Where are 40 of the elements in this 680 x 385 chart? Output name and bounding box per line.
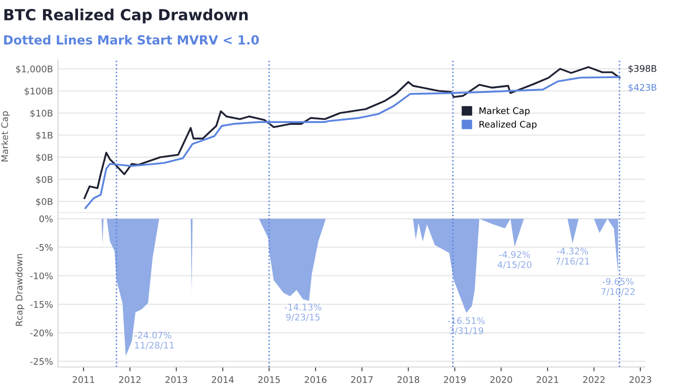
y-tick-label: $1B bbox=[36, 132, 52, 140]
x-tick-label: 2017 bbox=[351, 376, 373, 384]
y-tick-label: $1,000B bbox=[16, 65, 52, 74]
annotation: -9.65% 7/10/22 bbox=[601, 278, 635, 296]
annotation: $398B bbox=[628, 64, 656, 74]
x-tick-label: 2022 bbox=[583, 376, 605, 384]
legend-label: Market Cap bbox=[480, 107, 530, 116]
annotation: -14.13% 9/23/15 bbox=[284, 304, 322, 322]
annotation: -4.32% 7/16/21 bbox=[556, 248, 590, 266]
x-tick-label: 2020 bbox=[490, 376, 512, 384]
annotation: $423B bbox=[628, 84, 656, 92]
annotation: -16.51% 3/31/19 bbox=[448, 317, 485, 335]
x-tick-label: 2014 bbox=[212, 376, 234, 384]
y-tick-label: -25% bbox=[30, 358, 53, 365]
annotation: -24.07% 11/28/11 bbox=[134, 332, 174, 350]
y-tick-label: -5% bbox=[36, 244, 53, 251]
chart-title: BTC Realized Cap Drawdown bbox=[4, 8, 248, 24]
y-tick-label: $0B bbox=[36, 176, 52, 184]
y-tick-label: $100B bbox=[24, 87, 52, 96]
y-tick-label: -15% bbox=[30, 300, 53, 308]
x-tick-label: 2021 bbox=[536, 376, 558, 384]
annotation: -4.92% 4/15/20 bbox=[498, 251, 532, 269]
x-tick-label: 2019 bbox=[444, 376, 466, 384]
chart-subtitle: Dotted Lines Mark Start MVRV < 1.0 bbox=[4, 34, 259, 45]
y-axis-title: Rcap Drawdown bbox=[16, 254, 24, 326]
y-tick-label: -10% bbox=[30, 272, 53, 280]
x-tick-label: 2011 bbox=[72, 376, 94, 384]
x-tick-label: 2015 bbox=[258, 376, 280, 384]
legend-label: Realized Cap bbox=[480, 120, 537, 130]
x-tick-label: 2018 bbox=[398, 376, 420, 384]
x-tick-label: 2016 bbox=[304, 376, 326, 384]
y-tick-label: $10B bbox=[30, 110, 52, 118]
y-tick-label: 0% bbox=[39, 215, 53, 222]
y-tick-label: -20% bbox=[30, 330, 53, 336]
x-tick-label: 2012 bbox=[119, 376, 141, 384]
y-tick-label: $0B bbox=[36, 154, 52, 162]
y-axis-title: Market Cap bbox=[1, 111, 10, 162]
y-tick-label: $0B bbox=[36, 198, 52, 206]
x-tick-label: 2023 bbox=[630, 376, 652, 384]
x-tick-label: 2013 bbox=[166, 376, 188, 384]
